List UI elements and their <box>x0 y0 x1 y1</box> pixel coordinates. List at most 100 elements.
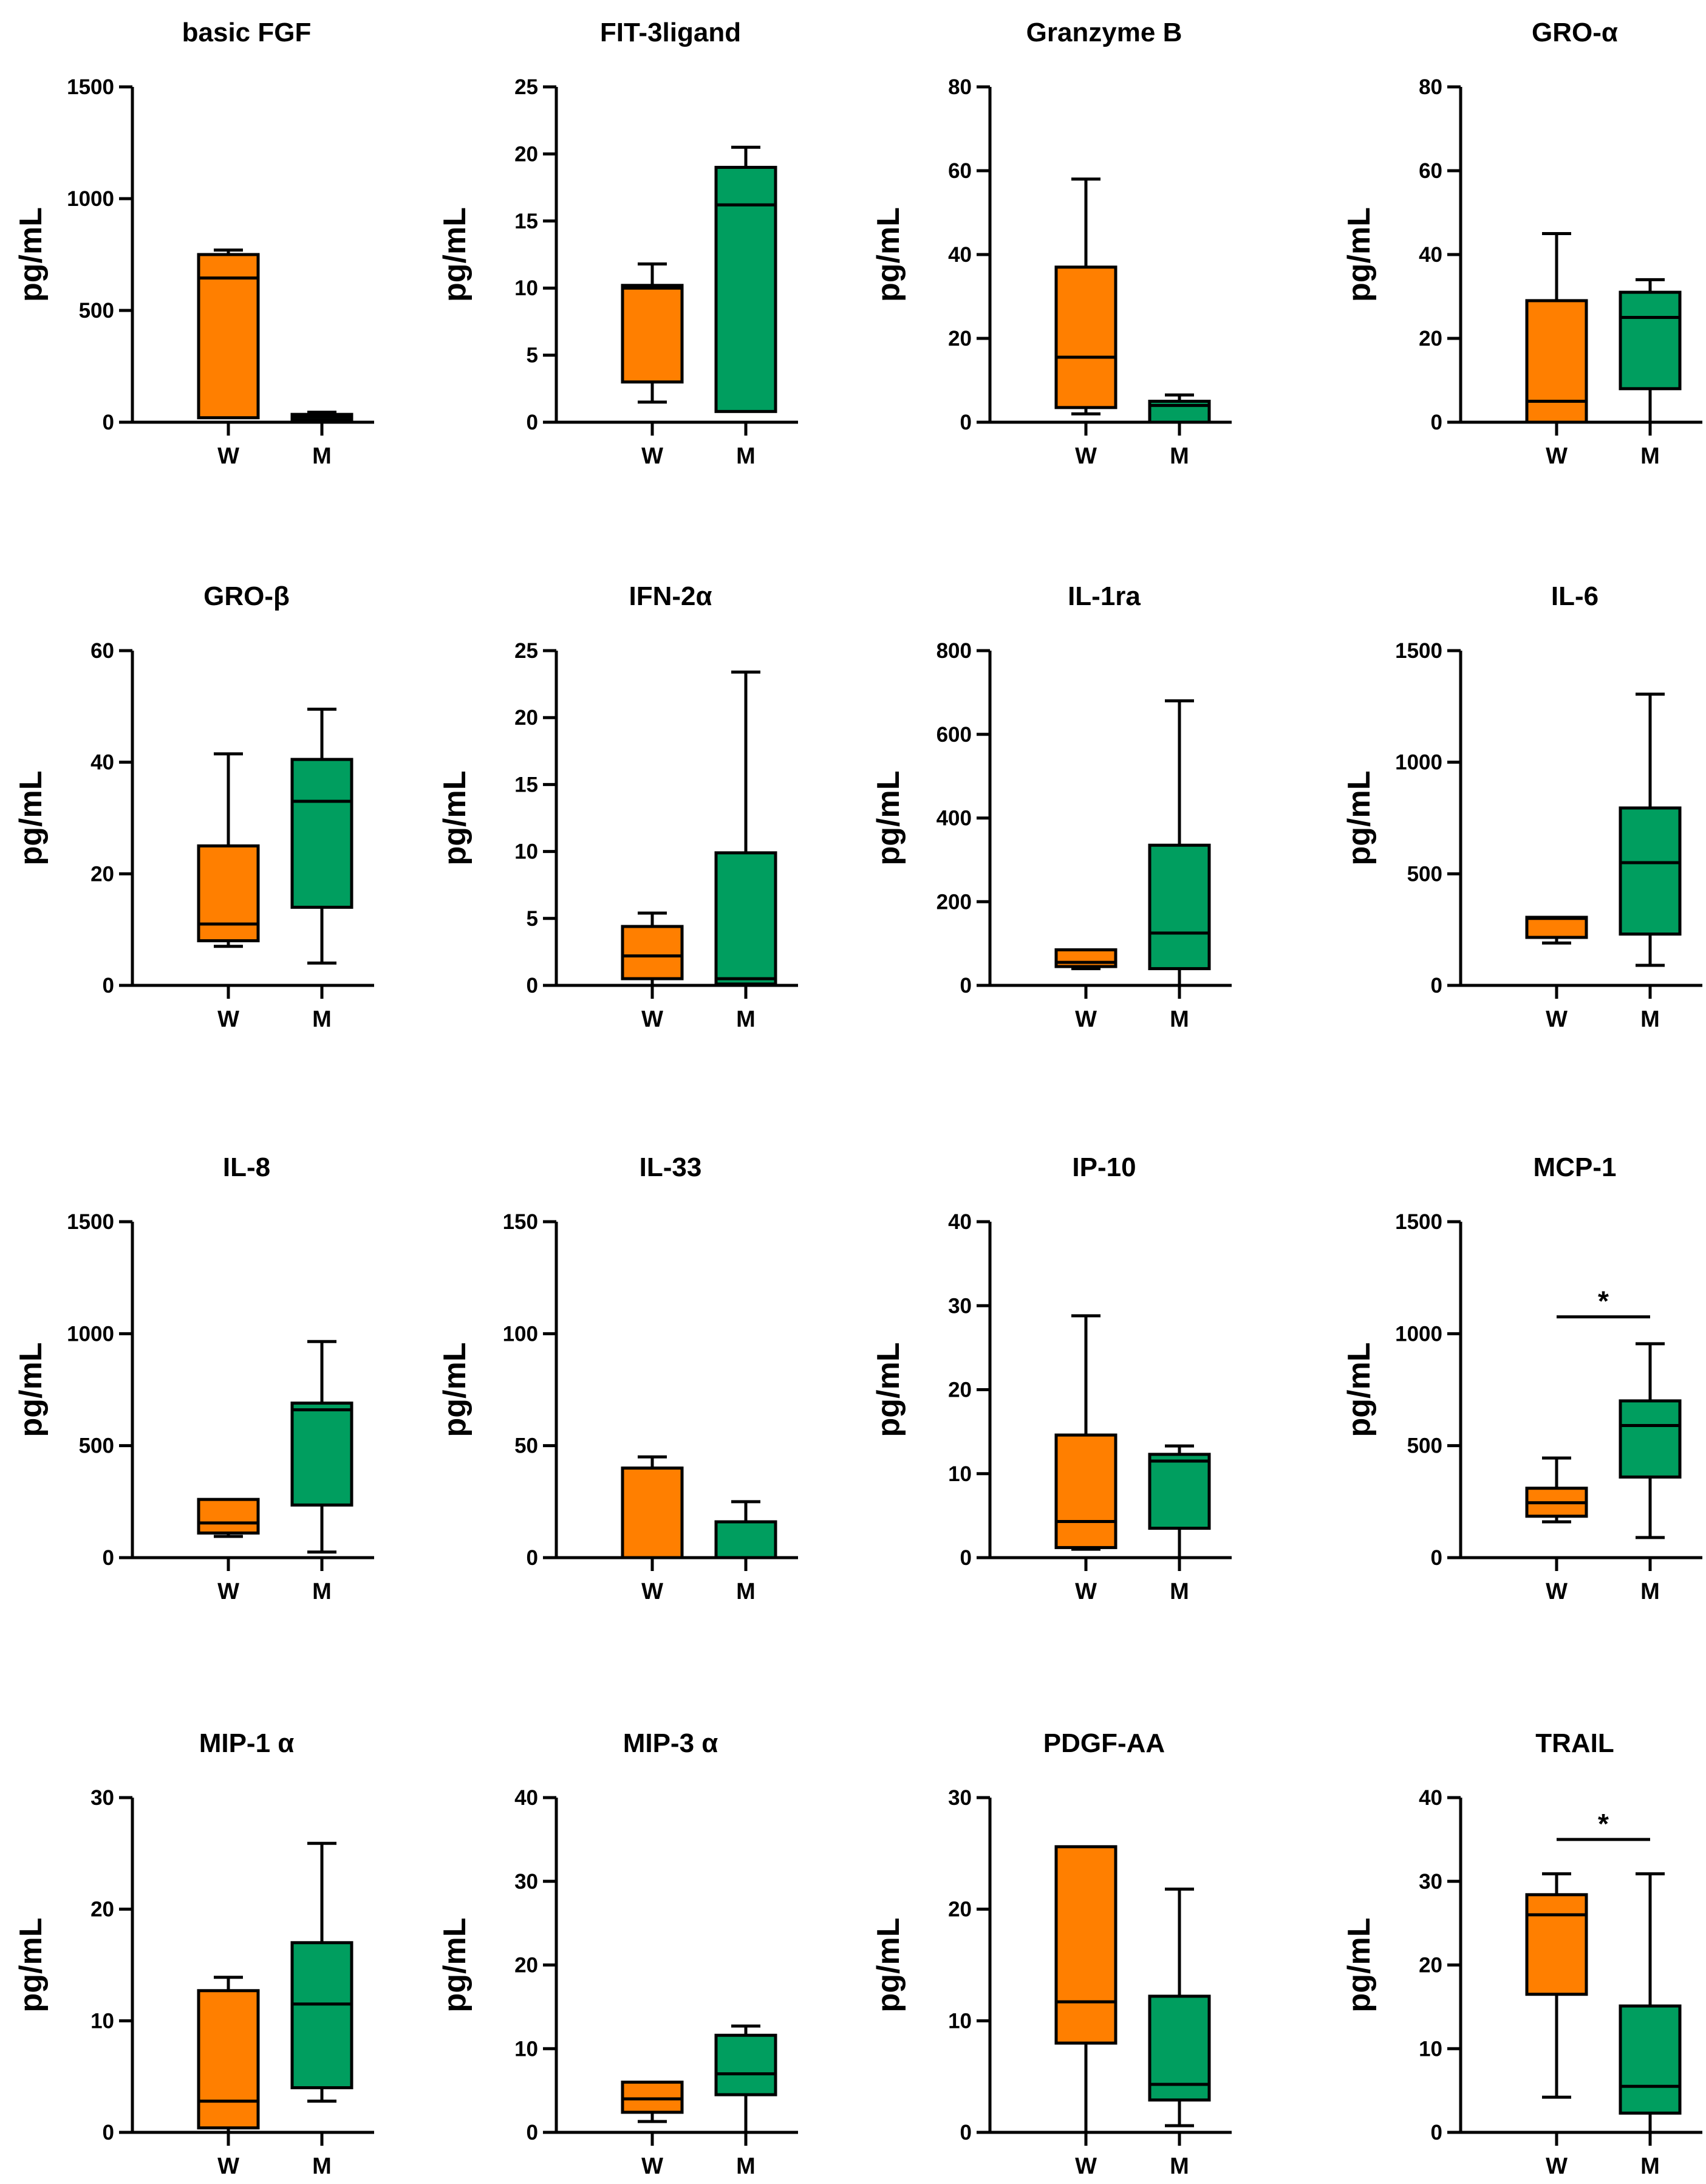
box-group-m <box>1148 699 1211 987</box>
x-category-label: W <box>641 1579 663 1604</box>
x-category-label: M <box>1170 2154 1189 2179</box>
y-axis-label: pg/mL <box>437 771 473 866</box>
y-tick-label: 30 <box>1419 1870 1442 1894</box>
y-tick-label: 30 <box>948 1786 972 1810</box>
chart-title: TRAIL <box>1535 1728 1614 1758</box>
y-tick-label: 10 <box>90 2009 114 2033</box>
y-tick-label: 30 <box>948 1294 972 1318</box>
chart-panel: MIP-3 α pg/mL 0 10 20 30 40 W M <box>437 1728 798 2179</box>
x-category-label: M <box>736 1579 756 1604</box>
box-group-w <box>1054 1845 1117 2134</box>
y-tick-label: 10 <box>514 276 538 300</box>
box-group-w <box>621 262 684 404</box>
y-tick-label: 500 <box>1407 862 1442 886</box>
y-tick-label: 1500 <box>67 1210 114 1234</box>
x-category-label: M <box>1640 2154 1660 2179</box>
y-tick-label: 200 <box>937 890 972 914</box>
x-category-label: W <box>1546 1579 1568 1604</box>
box-group-m <box>1619 1342 1682 1539</box>
y-tick-label: 20 <box>1419 327 1442 351</box>
iqr-box <box>1054 1433 1117 1549</box>
chart-panel: basic FGF pg/mL 0 500 1000 1500 W M <box>13 18 374 469</box>
y-tick-label: 60 <box>1419 159 1442 183</box>
y-tick-label: 40 <box>1419 1786 1442 1810</box>
box-group-m <box>1619 278 1682 424</box>
box-group-w <box>1054 1314 1117 1551</box>
y-axis-label: pg/mL <box>13 207 49 302</box>
iqr-box <box>621 284 684 384</box>
y-tick-label: 600 <box>937 723 972 747</box>
y-tick-label: 40 <box>90 751 114 775</box>
x-category-label: M <box>1170 1007 1189 1032</box>
chart-title: MIP-1 α <box>199 1728 295 1758</box>
y-tick-label: 1000 <box>1395 1322 1442 1346</box>
box-group-m <box>714 670 777 987</box>
box-group-w <box>1525 916 1588 945</box>
x-category-label: W <box>1075 2154 1097 2179</box>
y-tick-label: 60 <box>90 639 114 663</box>
y-tick-label: 0 <box>527 2121 538 2145</box>
box-group-m <box>290 707 353 965</box>
x-category-label: W <box>641 1007 663 1032</box>
x-category-label: M <box>312 2154 332 2179</box>
y-tick-label: 150 <box>503 1210 538 1234</box>
box-group-m <box>290 1841 353 2103</box>
y-tick-label: 100 <box>503 1322 538 1346</box>
y-tick-label: 0 <box>960 974 972 998</box>
iqr-box <box>1619 1399 1682 1479</box>
y-tick-label: 15 <box>514 773 538 796</box>
y-tick-label: 1500 <box>67 75 114 99</box>
chart-panel: MCP-1 pg/mL 0 500 1000 1500 W M * <box>1342 1152 1702 1604</box>
box-group-w <box>621 911 684 987</box>
chart-panel: IL-6 pg/mL 0 500 1000 1500 W M <box>1342 581 1702 1032</box>
box-group-w <box>621 1455 684 1559</box>
chart-title: IL-6 <box>1551 581 1599 611</box>
box-group-m <box>290 410 353 422</box>
chart-title: Granzyme B <box>1026 18 1182 47</box>
y-tick-label: 10 <box>948 2009 972 2033</box>
y-tick-label: 30 <box>90 1786 114 1810</box>
x-category-label: M <box>1640 1007 1660 1032</box>
box-group-m <box>714 145 777 413</box>
box-group-w <box>197 752 260 948</box>
y-tick-label: 0 <box>960 2121 972 2145</box>
y-axis-label: pg/mL <box>871 207 906 302</box>
y-tick-label: 20 <box>948 1898 972 1922</box>
box-group-m <box>1148 1444 1211 1559</box>
y-tick-label: 5 <box>527 907 538 931</box>
x-category-label: W <box>217 1007 239 1032</box>
iqr-box <box>1619 290 1682 391</box>
y-tick-label: 20 <box>514 142 538 166</box>
chart-title: MIP-3 α <box>623 1728 718 1758</box>
y-axis-label: pg/mL <box>437 207 473 302</box>
iqr-box <box>1525 916 1588 939</box>
box-group-w <box>621 2080 684 2123</box>
chart-title: IFN-2α <box>629 581 712 611</box>
y-tick-label: 0 <box>1431 1546 1442 1570</box>
iqr-box <box>714 165 777 413</box>
chart-panel: IL-8 pg/mL 0 500 1000 1500 W M <box>13 1152 374 1604</box>
chart-title: FIT-3ligand <box>600 18 741 47</box>
y-tick-label: 40 <box>948 243 972 267</box>
chart-title: basic FGF <box>182 18 312 47</box>
x-category-label: W <box>641 443 663 469</box>
y-tick-label: 0 <box>1431 411 1442 434</box>
y-tick-label: 10 <box>1419 2037 1442 2061</box>
y-tick-label: 1000 <box>67 187 114 211</box>
x-category-label: M <box>312 1579 332 1604</box>
y-tick-label: 1000 <box>1395 751 1442 775</box>
iqr-box <box>197 1989 260 2130</box>
y-tick-label: 30 <box>514 1870 538 1894</box>
y-tick-label: 20 <box>948 327 972 351</box>
chart-panel: GRO-β pg/mL 0 20 40 60 W M <box>13 581 374 1032</box>
iqr-box <box>1619 806 1682 936</box>
x-category-label: M <box>736 443 756 469</box>
y-tick-label: 1500 <box>1395 1210 1442 1234</box>
box-group-m <box>1148 393 1211 424</box>
iqr-box <box>290 1402 353 1507</box>
box-group-w <box>197 1498 260 1538</box>
x-category-label: M <box>736 2154 756 2179</box>
y-tick-label: 500 <box>79 299 114 323</box>
chart-panel: IFN-2α pg/mL 0 5 10 15 20 25 W M <box>437 581 798 1032</box>
